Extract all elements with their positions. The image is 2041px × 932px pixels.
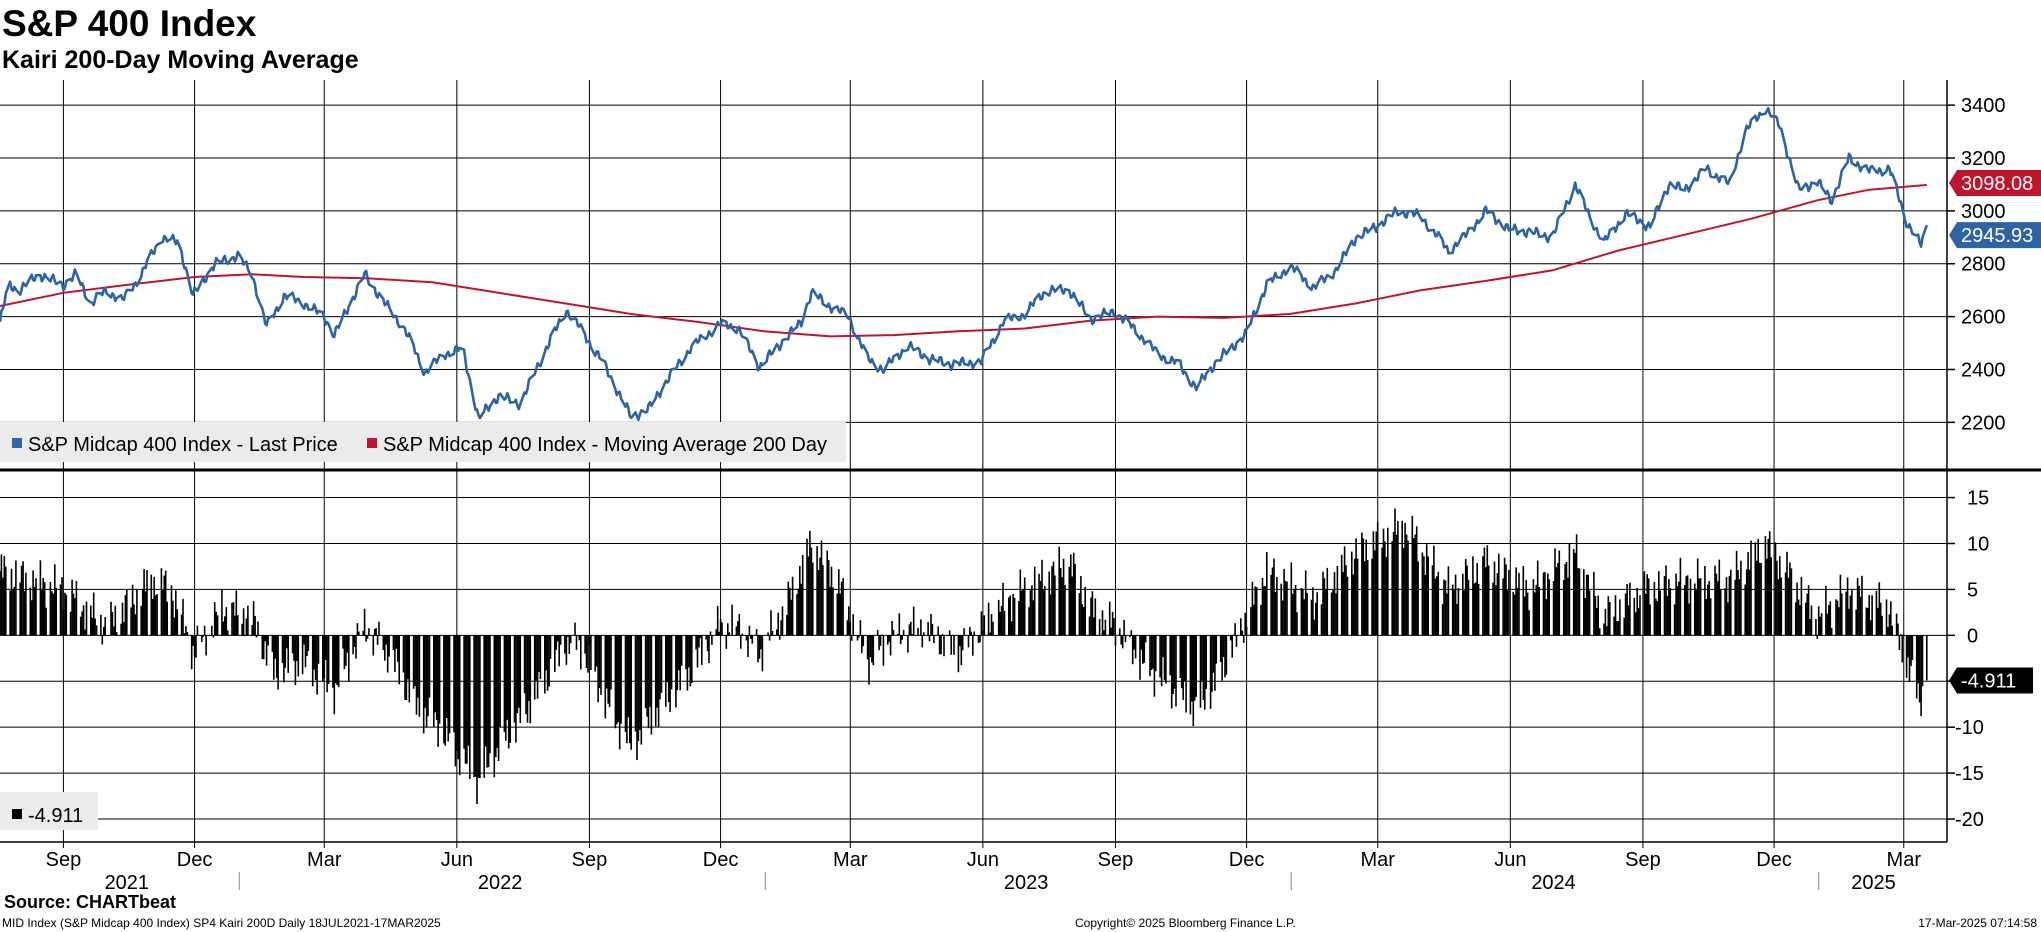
lower-tick-label: 5 [1967,579,1978,601]
price-last-value-text: 2945.93 [1961,225,2033,247]
timestamp: 17-Mar-2025 07:14:58 [1918,916,2037,930]
upper-tick-label: 3000 [1961,201,2006,223]
moving-average-line [0,184,1927,338]
kairi-bars [0,508,1928,804]
price-last-value-box [1949,222,2041,249]
lower-panel-grid [0,470,1947,842]
year-label: 2022 [478,872,523,894]
ma-legend-swatch [367,438,377,448]
upper-tick-label: 2800 [1961,254,2006,276]
month-label: Dec [1229,849,1265,871]
year-label: 2024 [1531,872,1576,894]
price-line [0,106,1929,422]
axes: 2200240026002800300032003400151050-5-10-… [0,80,2041,894]
lower-tick-label: -15 [1955,763,1984,785]
upper-tick-label: 2200 [1961,412,2006,434]
month-label: Sep [1098,849,1134,871]
upper-tick-label: 3400 [1961,95,2006,117]
month-label: Jun [441,849,473,871]
upper-panel-grid [0,80,1947,470]
upper-legend: S&P Midcap 400 Index - Last Price S&P Mi… [0,422,846,462]
source-text: Source: CHARTbeat [4,892,176,912]
month-label: Dec [703,849,739,871]
upper-tick-label: 3200 [1961,148,2006,170]
value-labels: 3098.08 2945.93 -4.911 [1949,169,2041,694]
month-label: Sep [1625,849,1661,871]
kairi-last-value-text: -4.911 [1961,670,2016,692]
lower-tick-label: -20 [1955,809,1984,831]
ma-last-value-text: 3098.08 [1961,173,2033,195]
year-label: 2023 [1004,872,1049,894]
month-label: Mar [1361,849,1396,871]
chart-title: S&P 400 Index [2,3,257,44]
lower-tick-label: 10 [1967,533,1989,555]
kairi-last-value-box [1949,667,2033,694]
kairi-legend-swatch [12,809,22,819]
copyright: Copyright© 2025 Bloomberg Finance L.P. [1075,916,1296,930]
legend-background [0,422,846,462]
month-label: Mar [833,849,868,871]
chart-subtitle: Kairi 200-Day Moving Average [2,46,359,74]
upper-tick-label: 2400 [1961,359,2006,381]
series-info: MID Index (S&P Midcap 400 Index) SP4 Kai… [2,916,441,930]
price-legend-label: S&P Midcap 400 Index - Last Price [28,434,338,456]
ma-last-value: 3098.08 [1949,169,2041,196]
ma-legend-label: S&P Midcap 400 Index - Moving Average 20… [383,434,827,456]
kairi-last-value: -4.911 [1949,667,2033,694]
price-legend-swatch [12,438,22,448]
lower-tick-label: -10 [1955,717,1984,739]
month-label: Dec [177,849,213,871]
year-label: 2021 [105,872,150,894]
kairi-legend-label: -4.911 [28,805,83,827]
month-label: Mar [1887,849,1922,871]
price-last-value: 2945.93 [1949,222,2041,249]
price-lines [0,106,1929,422]
month-label: Sep [572,849,608,871]
month-label: Sep [46,849,82,871]
lower-tick-label: 15 [1967,488,1989,510]
ma-last-value-box [1949,169,2041,196]
month-label: Jun [1494,849,1526,871]
lower-tick-label: 0 [1967,625,1978,647]
lower-legend: -4.911 [0,792,98,830]
month-label: Mar [307,849,342,871]
month-label: Jun [967,849,999,871]
month-label: Dec [1756,849,1792,871]
year-label: 2025 [1851,872,1896,894]
upper-tick-label: 2600 [1961,307,2006,329]
